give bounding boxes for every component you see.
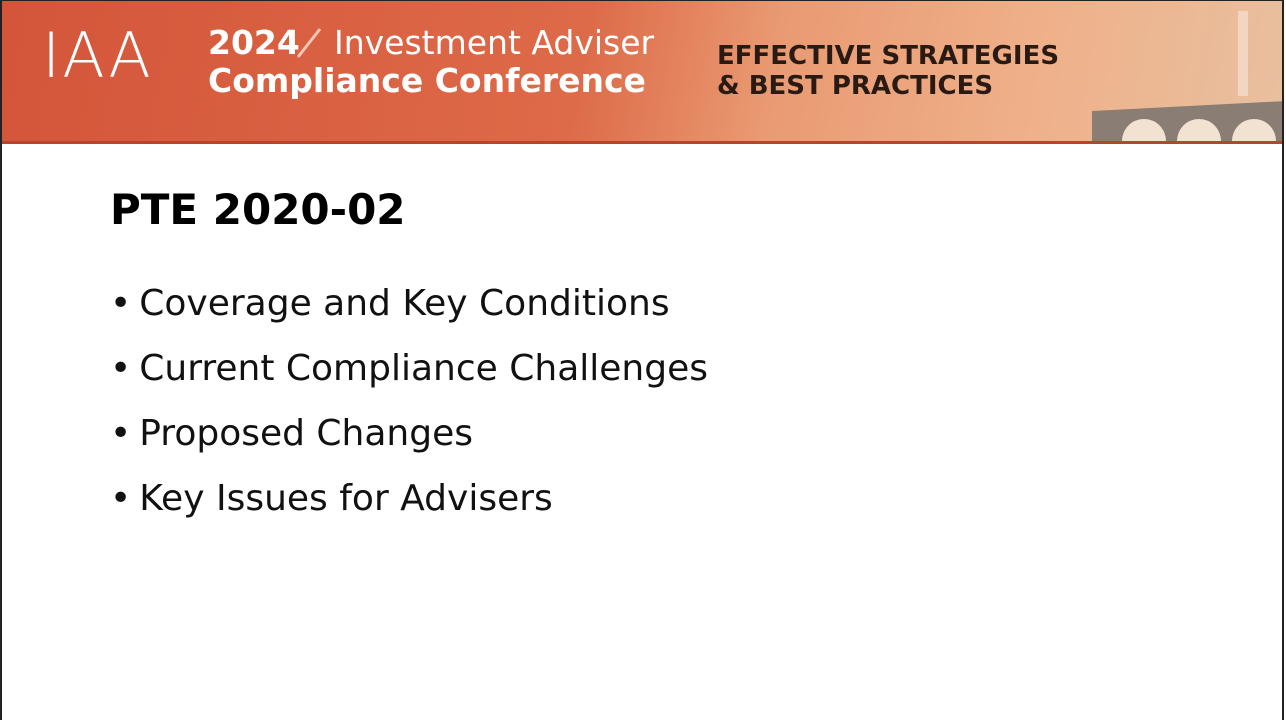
bullet: Current Compliance Challenges [110, 336, 708, 401]
event-name: Compliance Conference [208, 61, 646, 100]
bullet: Coverage and Key Conditions [110, 271, 708, 336]
event-name: Investment Adviser [334, 23, 655, 62]
year: 2024 [208, 23, 300, 62]
banner-art [296, 11, 1282, 141]
logo: IAA [42, 19, 153, 92]
slide-title: PTE 2020-02 [110, 185, 406, 234]
banner: IAA 2024 Investment Adviser Compliance C… [2, 1, 1282, 144]
bullet: Proposed Changes [110, 401, 708, 466]
bullet-list: Coverage and Key ConditionsCurrent Compl… [110, 271, 708, 531]
tagline: & BEST PRACTICES [717, 71, 994, 101]
tagline: EFFECTIVE STRATEGIES [717, 41, 1060, 71]
bullet: Key Issues for Advisers [110, 466, 708, 531]
